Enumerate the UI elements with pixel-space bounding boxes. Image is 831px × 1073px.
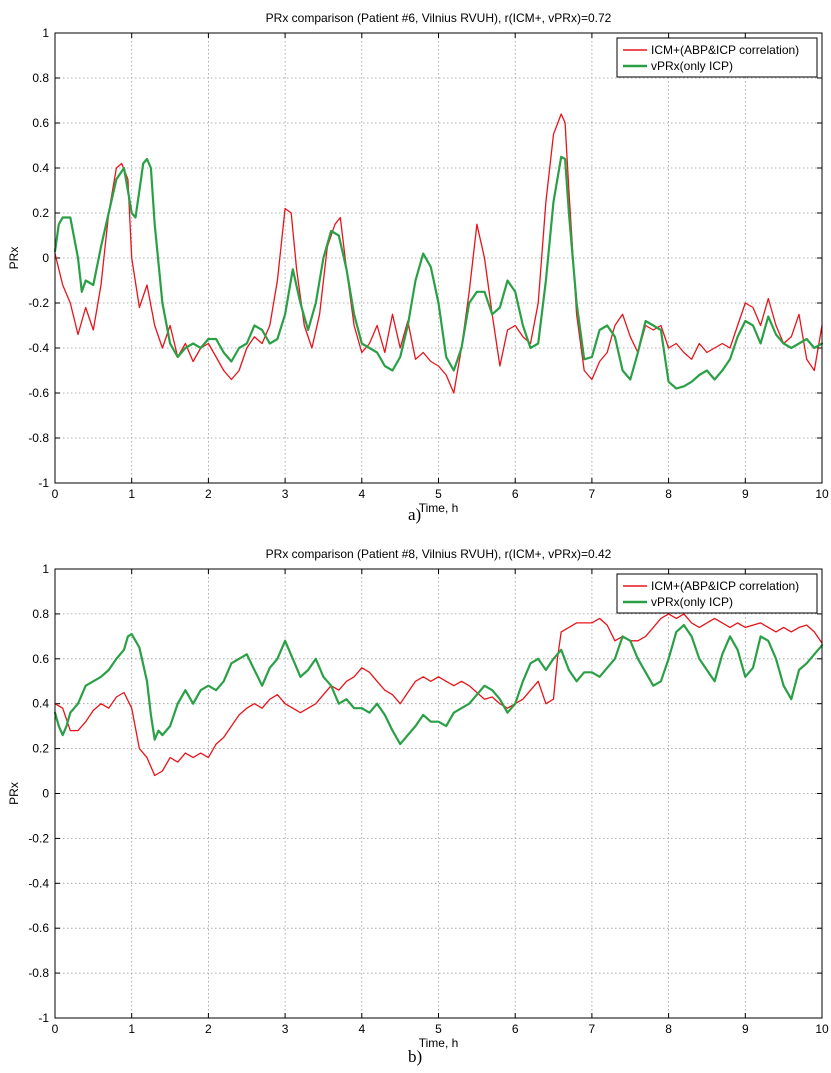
- y-tick-label: -0.2: [28, 296, 49, 310]
- y-tick-label: 0.2: [32, 742, 49, 756]
- y-tick-label: -1: [38, 1011, 49, 1025]
- panel-label-a: a): [408, 505, 422, 524]
- legend-label-icm: ICM+(ABP&ICP correlation): [651, 43, 799, 57]
- y-tick-label: -0.4: [28, 341, 49, 355]
- y-tick-label: -0.6: [28, 386, 49, 400]
- y-tick-label: 0.2: [32, 206, 49, 220]
- x-tick-label: 6: [512, 1022, 519, 1036]
- chart-title: PRx comparison (Patient #8, Vilnius RVUH…: [266, 547, 612, 561]
- axes-frame: [54, 32, 823, 484]
- x-tick-label: 1: [128, 1022, 135, 1036]
- x-tick-label: 6: [512, 487, 519, 501]
- y-tick-label: 0.8: [32, 607, 49, 621]
- x-tick-label: 4: [358, 487, 365, 501]
- x-tick-label: 2: [205, 1022, 212, 1036]
- y-tick-label: 1: [42, 26, 49, 40]
- x-tick-label: 0: [52, 1022, 59, 1036]
- axes-frame: [54, 568, 823, 1019]
- x-tick-label: 10: [815, 487, 829, 501]
- y-tick-label: -0.6: [28, 921, 49, 935]
- y-tick-label: 0.4: [32, 697, 49, 711]
- legend-label-vprx: vPRx(only ICP): [651, 59, 733, 73]
- y-tick-label: -0.2: [28, 831, 49, 845]
- y-tick-label: 0: [42, 251, 49, 265]
- x-tick-label: 1: [128, 487, 135, 501]
- y-tick-label: -0.4: [28, 876, 49, 890]
- legend-box: [616, 573, 818, 614]
- y-tick-label: 0: [42, 787, 49, 801]
- series-line-vprx: [53, 623, 824, 746]
- x-tick-label: 0: [52, 487, 59, 501]
- legend: ICM+(ABP&ICP correlation) vPRx(only ICP): [616, 37, 818, 78]
- legend-box: [616, 37, 818, 78]
- y-tick-label: 1: [42, 562, 49, 576]
- legend-label-vprx: vPRx(only ICP): [651, 595, 733, 609]
- series-line-vprx: [53, 155, 824, 390]
- x-axis-label: Time, h: [419, 501, 459, 515]
- x-tick-label: 3: [282, 1022, 289, 1036]
- x-tick-label: 9: [742, 487, 749, 501]
- panel-label-b: b): [408, 1047, 423, 1066]
- y-tick-label: 0.8: [32, 71, 49, 85]
- x-tick-label: 7: [589, 487, 596, 501]
- y-axis-label: PRx: [7, 247, 21, 270]
- y-axis-label: PRx: [7, 782, 21, 805]
- chart-panel-a: 0 1 2 3 4 5 6 7 8 9 10 -1 -0.8 -0.6 -0.4 -0.2 0 0.2 0.4 0.6…: [7, 11, 829, 515]
- y-tick-label: -0.8: [28, 431, 49, 445]
- y-tick-label: 0.6: [32, 652, 49, 666]
- x-tick-label: 8: [665, 487, 672, 501]
- y-tick-label: -1: [38, 476, 49, 490]
- legend: ICM+(ABP&ICP correlation) vPRx(only ICP): [616, 573, 818, 614]
- x-tick-label: 8: [665, 1022, 672, 1036]
- x-axis-label: Time, h: [419, 1036, 459, 1050]
- y-tick-label: -0.8: [28, 966, 49, 980]
- chart-title: PRx comparison (Patient #6, Vilnius RVUH…: [266, 11, 612, 25]
- chart-panel-b: 0 1 2 3 4 5 6 7 8 9 10 -1 -0.8 -0.6 -0.4 -0.2 0 0.2 0.4 0.6…: [7, 547, 829, 1050]
- x-tick-label: 10: [815, 1022, 829, 1036]
- x-tick-label: 5: [435, 1022, 442, 1036]
- x-tick-label: 9: [742, 1022, 749, 1036]
- x-tick-label: 4: [358, 1022, 365, 1036]
- x-tick-label: 3: [282, 487, 289, 501]
- legend-label-icm: ICM+(ABP&ICP correlation): [651, 579, 799, 593]
- x-tick-label: 5: [435, 487, 442, 501]
- y-tick-label: 0.6: [32, 116, 49, 130]
- series-line-icm: [54, 613, 823, 777]
- y-tick-label: 0.4: [32, 161, 49, 175]
- x-tick-label: 7: [589, 1022, 596, 1036]
- x-tick-label: 2: [205, 487, 212, 501]
